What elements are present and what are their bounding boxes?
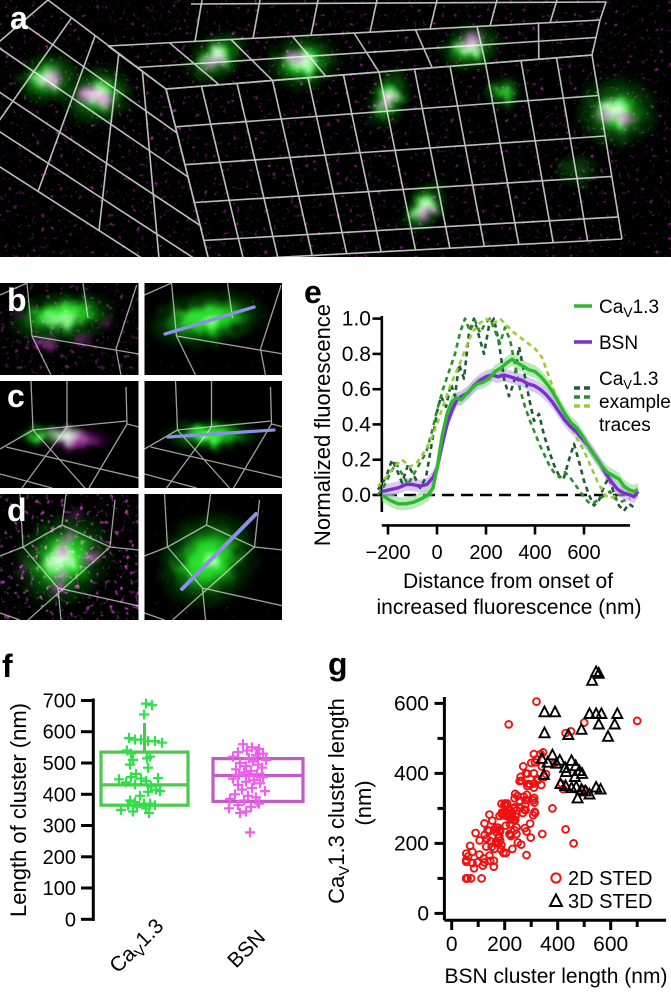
svg-text:0.8: 0.8: [342, 343, 371, 366]
svg-text:Distance from onset of: Distance from onset of: [403, 570, 613, 593]
svg-text:0: 0: [431, 542, 442, 564]
svg-text:2D STED: 2D STED: [568, 868, 652, 890]
svg-text:traces: traces: [599, 415, 651, 436]
svg-text:600: 600: [593, 933, 628, 956]
svg-text:400: 400: [394, 762, 429, 785]
svg-text:200: 200: [469, 542, 502, 564]
svg-text:400: 400: [518, 542, 551, 564]
svg-text:BSN cluster length (nm): BSN cluster length (nm): [445, 965, 668, 988]
svg-text:0: 0: [446, 933, 458, 956]
svg-text:0: 0: [65, 909, 76, 931]
svg-text:b: b: [7, 282, 27, 318]
svg-text:c: c: [7, 378, 25, 414]
svg-text:increased fluorescence (nm): increased fluorescence (nm): [377, 596, 642, 619]
svg-text:CaV1.3: CaV1.3: [105, 915, 171, 981]
svg-text:BSN: BSN: [599, 333, 638, 354]
svg-text:400: 400: [540, 933, 575, 956]
svg-text:CaV1.3: CaV1.3: [599, 369, 658, 392]
svg-text:e: e: [304, 274, 322, 310]
svg-text:Normalized fluorescence: Normalized fluorescence: [310, 304, 335, 546]
svg-text:−200: −200: [365, 542, 410, 564]
svg-text:Length of cluster (nm): Length of cluster (nm): [6, 703, 31, 917]
svg-text:0.2: 0.2: [342, 449, 371, 472]
svg-text:CaV1.3: CaV1.3: [599, 297, 659, 320]
svg-text:700: 700: [43, 690, 76, 712]
svg-text:300: 300: [43, 816, 76, 838]
svg-text:0.4: 0.4: [342, 413, 372, 436]
svg-text:example: example: [599, 392, 671, 413]
svg-text:200: 200: [487, 933, 522, 956]
svg-text:600: 600: [394, 692, 429, 715]
svg-text:f: f: [2, 648, 13, 684]
svg-text:0.0: 0.0: [342, 484, 371, 507]
svg-text:BSN: BSN: [223, 926, 270, 973]
svg-text:500: 500: [43, 753, 76, 775]
svg-text:3D STED: 3D STED: [568, 891, 652, 913]
svg-text:400: 400: [43, 784, 76, 806]
svg-text:0: 0: [417, 902, 429, 925]
svg-text:600: 600: [567, 542, 600, 564]
svg-text:0.6: 0.6: [342, 378, 371, 401]
svg-text:600: 600: [43, 722, 76, 744]
svg-text:a: a: [10, 0, 28, 36]
svg-text:CaV1.3 cluster length: CaV1.3 cluster length: [324, 698, 353, 904]
svg-text:d: d: [7, 492, 27, 528]
svg-text:200: 200: [394, 832, 429, 855]
svg-text:200: 200: [43, 847, 76, 869]
svg-text:(nm): (nm): [351, 780, 376, 825]
svg-text:100: 100: [43, 878, 76, 900]
svg-text:g: g: [328, 646, 348, 682]
svg-text:1.0: 1.0: [342, 308, 371, 331]
